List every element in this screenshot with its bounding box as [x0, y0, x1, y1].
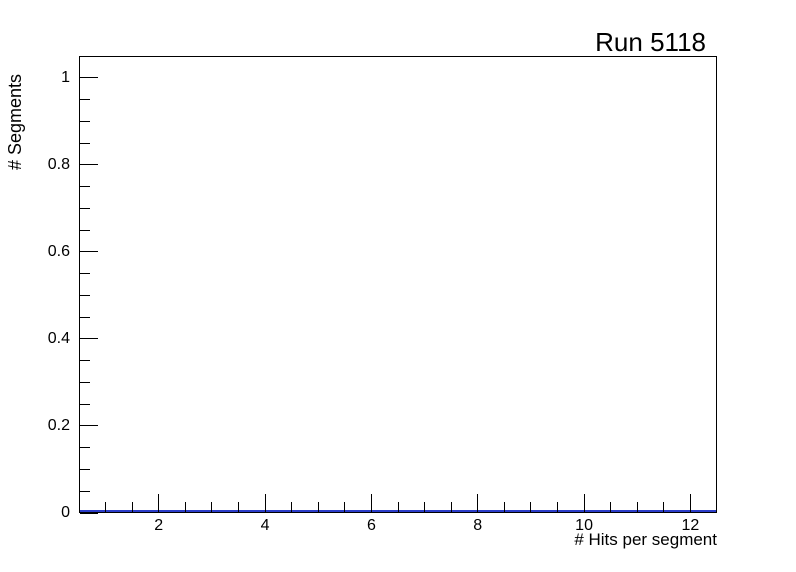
x-tick-label: 12	[681, 517, 700, 534]
x-tick-label: 8	[473, 517, 483, 534]
y-minor-tick	[80, 186, 90, 188]
x-major-tick	[477, 494, 479, 512]
y-major-tick	[80, 77, 98, 79]
y-minor-tick	[80, 120, 90, 122]
x-minor-tick	[503, 502, 505, 512]
x-tick-label: 10	[575, 517, 593, 534]
y-major-tick	[80, 338, 98, 340]
y-major-tick	[80, 512, 98, 514]
y-minor-tick	[80, 447, 90, 449]
y-minor-tick	[80, 99, 90, 101]
plot-frame	[79, 56, 717, 513]
y-tick-label: 1	[61, 68, 70, 86]
x-major-tick	[158, 494, 160, 512]
x-minor-tick	[317, 502, 319, 512]
y-major-tick	[80, 425, 98, 427]
x-minor-tick	[450, 502, 452, 512]
y-major-tick	[80, 251, 98, 253]
x-minor-tick	[610, 502, 612, 512]
y-minor-tick	[80, 207, 90, 209]
x-minor-tick	[636, 502, 638, 512]
x-major-tick	[370, 494, 372, 512]
y-tick-label: 0	[61, 504, 70, 521]
x-minor-tick	[424, 502, 426, 512]
chart-title: Run 5118	[595, 27, 706, 57]
x-minor-tick	[344, 502, 346, 512]
y-minor-tick	[80, 273, 90, 275]
x-minor-tick	[530, 502, 532, 512]
y-tick-label: 0.4	[47, 329, 70, 347]
y-tick-label: 0.8	[47, 155, 70, 173]
y-tick-label: 0.2	[47, 416, 70, 434]
x-major-tick	[689, 494, 691, 512]
x-minor-tick	[663, 502, 665, 512]
x-minor-tick	[105, 502, 107, 512]
x-minor-tick	[557, 502, 558, 512]
x-tick-label: 4	[260, 517, 270, 534]
x-tick-label: 6	[366, 517, 376, 534]
y-minor-tick	[80, 490, 90, 492]
y-minor-tick	[80, 468, 90, 470]
x-minor-tick	[397, 502, 399, 512]
x-minor-tick	[211, 502, 213, 512]
x-minor-tick	[238, 502, 239, 512]
x-axis-title: # Hits per segment	[574, 530, 717, 549]
y-major-tick	[80, 164, 98, 166]
y-tick-label: 0.6	[47, 242, 70, 260]
x-minor-tick	[184, 502, 186, 512]
y-minor-tick	[80, 142, 90, 144]
y-minor-tick	[80, 294, 90, 296]
x-minor-tick	[291, 502, 293, 512]
y-minor-tick	[80, 229, 90, 231]
x-major-tick	[264, 494, 266, 512]
y-minor-tick	[80, 316, 90, 318]
histogram-zero-line	[80, 510, 716, 512]
y-minor-tick	[80, 403, 90, 405]
x-tick-label: 2	[154, 517, 164, 534]
x-minor-tick	[131, 502, 133, 512]
x-major-tick	[583, 494, 585, 512]
y-minor-tick	[80, 381, 90, 383]
y-minor-tick	[80, 360, 90, 362]
